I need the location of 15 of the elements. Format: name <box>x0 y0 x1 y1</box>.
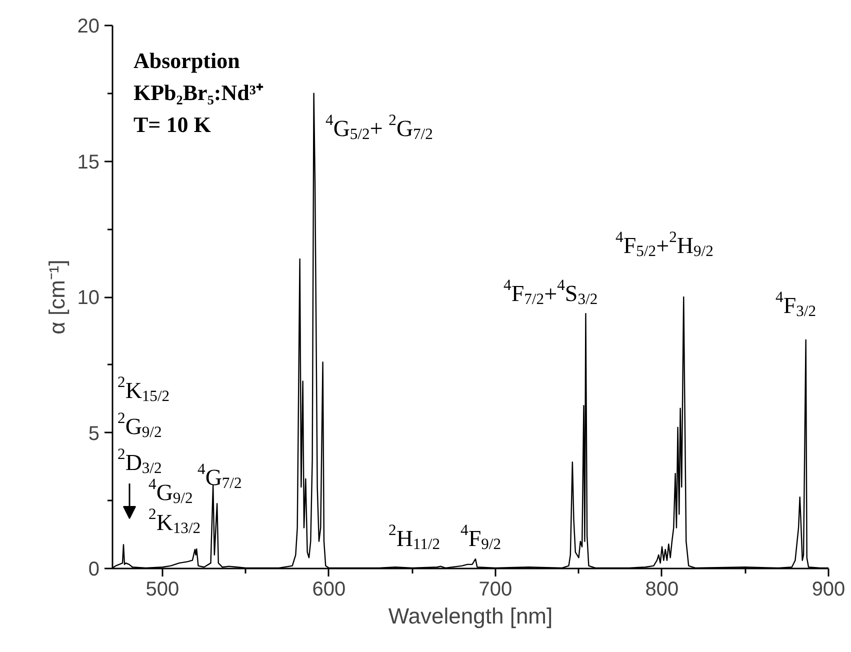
y-tick-label: 5 <box>88 422 100 445</box>
x-tick-label: 500 <box>146 578 180 600</box>
y-tick-label: 0 <box>88 558 100 580</box>
annotation: KPb₂Br₅:Nd³⁺ <box>134 80 264 105</box>
annotation: T= 10 K <box>134 112 211 137</box>
y-axis-title: α [cm⁻¹] <box>44 260 70 334</box>
x-tick-label: 600 <box>312 578 346 600</box>
x-tick-label: 700 <box>478 578 512 600</box>
y-tick-label: 10 <box>77 287 100 309</box>
x-tick-label: 900 <box>812 578 846 600</box>
y-tick-label: 20 <box>77 16 100 38</box>
annotation: Absorption <box>134 48 240 73</box>
y-tick-label: 15 <box>77 151 100 174</box>
x-axis-title: Wavelength [nm] <box>388 604 553 628</box>
x-tick-label: 800 <box>645 578 679 600</box>
